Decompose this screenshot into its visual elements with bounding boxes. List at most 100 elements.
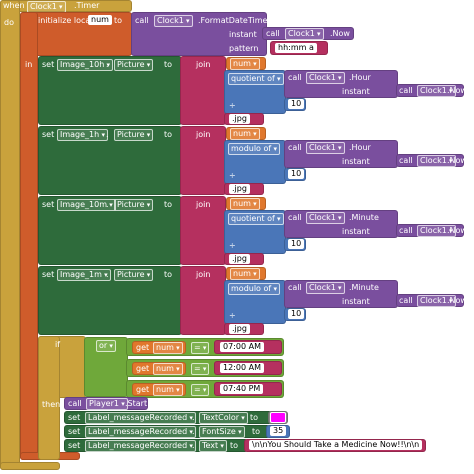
property-dropdown[interactable]: TextColor [199,412,248,424]
variable-dropdown[interactable]: num [153,363,183,375]
event-foot [0,462,60,470]
keyword: call [399,156,413,165]
property-dropdown[interactable]: FontSize [199,426,245,438]
keyword: get [136,385,150,394]
text-value[interactable]: 07:40 PM [220,384,264,394]
dot: . [106,130,109,139]
if-body [38,336,60,460]
keyword: initialize local [38,16,93,25]
keyword: to [164,60,173,69]
operator-dropdown[interactable]: = [191,363,210,375]
operator-dropdown[interactable]: = [191,384,210,396]
operator: ÷ [229,311,236,320]
component-dropdown[interactable]: Image_10h [57,59,114,71]
method-name: .Now [330,29,350,38]
keyword: if [55,340,61,349]
text-value[interactable]: 12:00 AM [220,363,264,373]
component-dropdown[interactable]: Label_messageRecorded [85,412,196,424]
keyword: in [25,60,33,69]
keyword: then [42,400,61,409]
text-value[interactable]: 07:00 AM [220,342,264,352]
number-value[interactable]: 10 [288,169,305,179]
variable-dropdown[interactable]: num [153,342,183,354]
operator-dropdown[interactable]: quotient of [228,73,284,85]
text-value[interactable]: .jpg [229,254,250,264]
operator: ÷ [229,171,236,180]
method-name: .Minute [349,213,379,222]
keyword: call [288,143,302,152]
text-value[interactable]: .jpg [229,184,250,194]
variable-dropdown[interactable]: num [230,58,260,70]
property-dropdown[interactable]: Picture [114,129,154,141]
socket-label: instant [342,157,370,166]
variable-dropdown[interactable]: num [153,384,183,396]
join-block [180,266,226,335]
method-name: .Hour [349,143,371,152]
local-body [20,12,38,460]
keyword: set [42,270,55,279]
method-name: .Now [447,226,467,235]
component-dropdown[interactable]: Clock1 [285,28,324,40]
number-value[interactable]: 10 [288,239,305,249]
number-value[interactable]: 35 [270,426,287,436]
component-dropdown[interactable]: Clock1 [417,85,456,97]
property-dropdown[interactable]: Picture [114,269,154,281]
operator-dropdown[interactable]: quotient of [228,213,284,225]
keyword: call [288,283,302,292]
operator: ÷ [229,241,236,250]
event-body [0,0,20,470]
socket-label: instant [342,297,370,306]
component-dropdown[interactable]: Label_messageRecorded [85,440,196,452]
component-dropdown[interactable]: Label_messageRecorded [85,426,196,438]
component-dropdown[interactable]: Clock1 [306,142,345,154]
component-dropdown[interactable]: Player1 [86,398,128,410]
join-block [180,56,226,125]
keyword: join [196,60,211,69]
component-dropdown[interactable]: Image_1h [57,129,108,141]
operator-dropdown[interactable]: or [96,340,116,352]
operator-dropdown[interactable]: = [191,342,210,354]
keyword: call [288,213,302,222]
property-dropdown[interactable]: Picture [114,199,154,211]
component-dropdown[interactable]: Clock1 [417,225,456,237]
operator-dropdown[interactable]: modulo of [228,283,280,295]
text-value[interactable]: \n\nYou Should Take a Medicine Now!!\n\n [249,440,423,450]
component-dropdown[interactable]: Image_1m [57,269,111,281]
dot: . [106,270,109,279]
variable-dropdown[interactable]: num [230,128,260,140]
variable-dropdown[interactable]: num [230,198,260,210]
keyword: call [399,226,413,235]
keyword: call [288,73,302,82]
text-value[interactable]: hh:mm a [275,43,317,53]
number-value[interactable]: 10 [288,99,305,109]
component-dropdown[interactable]: Clock1 [306,282,345,294]
join-block [180,126,226,195]
join-block [180,196,226,265]
keyword: call [399,296,413,305]
text-value[interactable]: .jpg [229,324,250,334]
socket-label: instant [229,30,257,39]
event-name: .Timer [74,1,100,10]
method-name: .Minute [349,283,379,292]
variable-dropdown[interactable]: num [230,268,260,280]
component-dropdown[interactable]: Clock1 [417,155,456,167]
operator-dropdown[interactable]: modulo of [228,143,280,155]
component-dropdown[interactable]: Clock1 [417,295,456,307]
method-name: .Now [447,86,467,95]
keyword: to [164,270,173,279]
property-dropdown[interactable]: Text [199,440,227,452]
keyword: set [42,130,55,139]
dot: . [192,413,195,422]
keyword: set [68,441,81,450]
number-value[interactable]: 10 [288,309,305,319]
variable-name[interactable]: num [88,15,112,25]
keyword: to [164,200,173,209]
component-dropdown[interactable]: Clock1 [154,15,193,27]
text-value[interactable]: .jpg [229,114,250,124]
property-dropdown[interactable]: Picture [114,59,154,71]
component-dropdown[interactable]: Clock1 [306,212,345,224]
color-swatch [270,412,286,423]
socket-label: instant [342,87,370,96]
component-dropdown[interactable]: Clock1 [306,72,345,84]
